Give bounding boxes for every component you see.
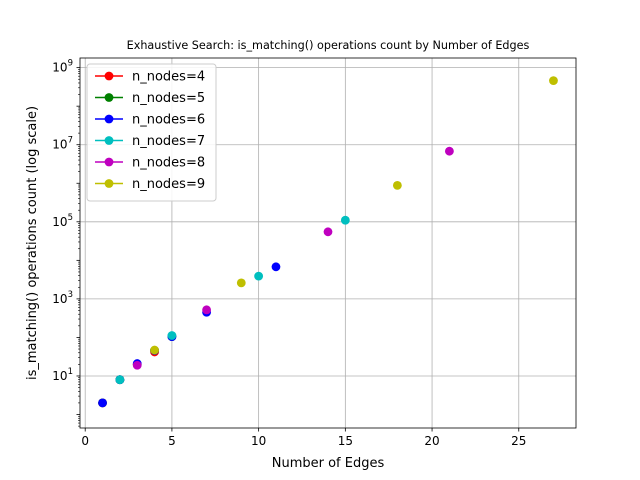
plot-frame [79, 57, 577, 429]
series-n_nodes=5 [98, 332, 177, 408]
legend-label: n_nodes=6 [132, 113, 205, 128]
data-point [392, 181, 402, 190]
legend-item: n_nodes=9 [95, 177, 205, 192]
data-point [236, 278, 246, 288]
legend-marker [104, 114, 114, 124]
legend-marker [104, 71, 114, 81]
x-tick-label: 25 [511, 434, 526, 448]
data-point [271, 262, 281, 272]
series-n_nodes=6 [98, 262, 281, 408]
series-n_nodes=8 [132, 146, 454, 370]
legend-label: n_nodes=4 [132, 70, 205, 85]
legend-item: n_nodes=5 [95, 91, 205, 106]
x-axis-label: Number of Edges [272, 456, 385, 471]
data-point [340, 215, 350, 225]
data-point [98, 398, 107, 408]
legend: n_nodes=4 n_nodes=5 n_nodes=6 n_nodes=7 n_no… [86, 63, 217, 202]
legend-item: n_nodes=6 [95, 113, 205, 128]
legend-marker [104, 136, 114, 145]
y-ticks: 101 103 105 107 109 [52, 59, 80, 427]
legend-item: n_nodes=7 [95, 134, 205, 149]
legend-label: n_nodes=9 [132, 177, 205, 192]
legend-marker [104, 93, 114, 102]
x-tick-label: 20 [424, 434, 439, 448]
legend-marker [104, 157, 114, 167]
y-tick-label: 105 [52, 213, 73, 229]
data-point [150, 345, 159, 355]
legend-marker [104, 179, 114, 188]
legend-label: n_nodes=5 [132, 91, 205, 106]
legend-label: n_nodes=8 [132, 156, 205, 171]
y-axis-label: is_matching() operations count (log scal… [25, 106, 40, 380]
legend-label: n_nodes=7 [132, 134, 205, 149]
y-tick-label: 103 [52, 290, 73, 306]
data-point [202, 305, 212, 315]
data-point [115, 375, 125, 385]
series-n_nodes=9 [150, 76, 558, 355]
chart-title: Exhaustive Search: is_matching() operati… [127, 39, 530, 52]
series-n_nodes=4 [98, 347, 159, 408]
data-point [323, 227, 333, 237]
data-point [549, 76, 558, 86]
data-point [254, 271, 264, 281]
x-tick-label: 15 [338, 434, 353, 448]
x-tick-label: 0 [81, 434, 89, 448]
data-point [444, 146, 454, 156]
x-tick-label: 10 [251, 434, 266, 448]
y-tick-label: 101 [52, 367, 73, 383]
legend-item: n_nodes=8 [95, 156, 205, 171]
plot-points [98, 76, 558, 408]
y-tick-label: 109 [52, 59, 73, 75]
legend-item: n_nodes=4 [95, 70, 205, 85]
data-point [167, 331, 177, 340]
data-point [132, 360, 142, 370]
x-tick-label: 5 [168, 434, 176, 448]
x-ticks: 0 5 10 15 20 25 [81, 428, 526, 448]
series-n_nodes=7 [115, 215, 350, 385]
y-tick-label: 107 [52, 136, 73, 152]
